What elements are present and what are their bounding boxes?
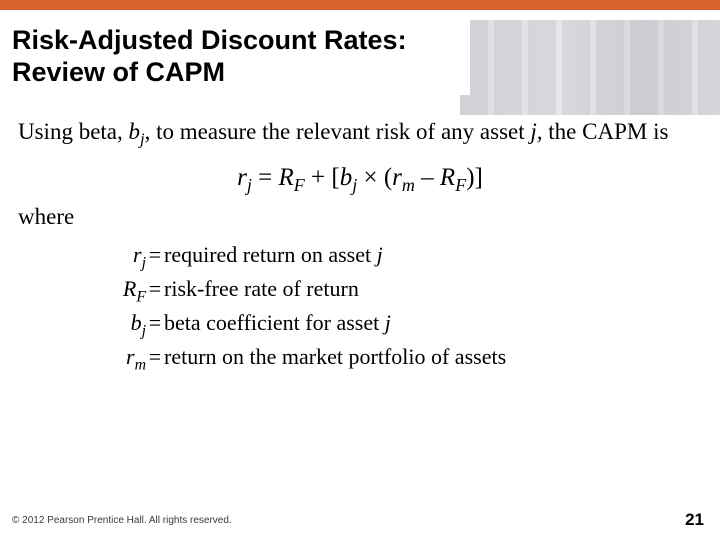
def-row: RF=risk-free rate of return	[108, 274, 702, 308]
copyright-footer: © 2012 Pearson Prentice Hall. All rights…	[12, 515, 232, 526]
title-line-2: Review of CAPM	[12, 56, 460, 88]
where-label: where	[18, 204, 702, 230]
title-line-1: Risk-Adjusted Discount Rates:	[12, 24, 460, 56]
page-number: 21	[685, 510, 704, 530]
intro-post: the CAPM is	[543, 119, 669, 144]
accent-bar	[0, 0, 720, 10]
def-row: rj=required return on asset j	[108, 240, 702, 274]
intro-text: Using beta, bj, to measure the relevant …	[18, 118, 702, 150]
beta-symbol: bj	[129, 119, 145, 144]
slide-body: Using beta, bj, to measure the relevant …	[0, 118, 720, 375]
header-background-image	[460, 20, 720, 115]
intro-pre: Using beta,	[18, 119, 129, 144]
intro-mid: , to measure the relevant risk of any as…	[145, 119, 531, 144]
capm-equation: rj = RF + [bj × (rm – RF)]	[18, 164, 702, 196]
intro-asset: j,	[530, 119, 542, 144]
header: Risk-Adjusted Discount Rates: Review of …	[0, 10, 720, 105]
def-row: bj=beta coefficient for asset j	[108, 308, 702, 342]
def-row: rm=return on the market portfolio of ass…	[108, 342, 702, 376]
slide-title: Risk-Adjusted Discount Rates: Review of …	[0, 20, 470, 95]
definitions: rj=required return on asset j RF=risk-fr…	[108, 240, 702, 375]
